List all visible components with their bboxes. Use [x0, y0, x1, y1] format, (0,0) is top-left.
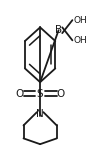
Text: OH: OH	[73, 16, 87, 25]
Text: B: B	[55, 25, 62, 35]
Text: N: N	[36, 109, 44, 119]
Text: O: O	[56, 89, 65, 99]
Text: OH: OH	[73, 36, 87, 45]
Text: S: S	[37, 89, 43, 99]
Text: O: O	[16, 89, 24, 99]
